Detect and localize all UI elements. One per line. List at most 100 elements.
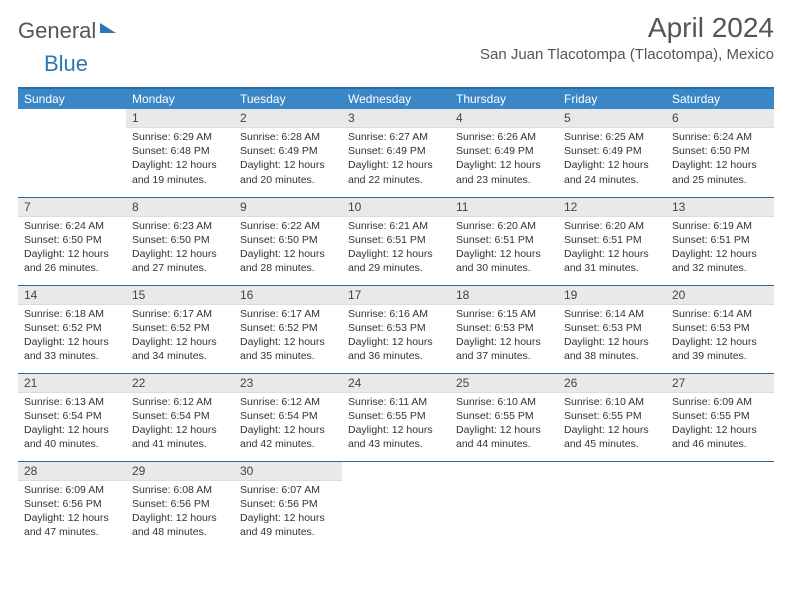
cell-daylight2: and 43 minutes. [348, 437, 444, 451]
calendar-cell: 11Sunrise: 6:20 AMSunset: 6:51 PMDayligh… [450, 197, 558, 285]
cell-daylight2: and 19 minutes. [132, 173, 228, 187]
cell-sunrise: Sunrise: 6:10 AM [564, 395, 660, 409]
calendar-cell: 16Sunrise: 6:17 AMSunset: 6:52 PMDayligh… [234, 285, 342, 373]
page-title: April 2024 [480, 12, 774, 44]
day-number: 20 [666, 286, 774, 305]
calendar-cell: 23Sunrise: 6:12 AMSunset: 6:54 PMDayligh… [234, 373, 342, 461]
cell-daylight2: and 34 minutes. [132, 349, 228, 363]
cell-sunset: Sunset: 6:54 PM [24, 409, 120, 423]
cell-daylight2: and 26 minutes. [24, 261, 120, 275]
day-number: 7 [18, 198, 126, 217]
cell-sunrise: Sunrise: 6:09 AM [672, 395, 768, 409]
cell-daylight2: and 42 minutes. [240, 437, 336, 451]
cell-daylight2: and 37 minutes. [456, 349, 552, 363]
day-number: 17 [342, 286, 450, 305]
calendar-cell [18, 109, 126, 197]
cell-sunset: Sunset: 6:52 PM [24, 321, 120, 335]
cell-daylight1: Daylight: 12 hours [456, 158, 552, 172]
cell-sunrise: Sunrise: 6:24 AM [672, 130, 768, 144]
cell-sunset: Sunset: 6:51 PM [564, 233, 660, 247]
cell-sunrise: Sunrise: 6:12 AM [240, 395, 336, 409]
day-number: 26 [558, 374, 666, 393]
calendar-cell: 20Sunrise: 6:14 AMSunset: 6:53 PMDayligh… [666, 285, 774, 373]
cell-sunset: Sunset: 6:55 PM [348, 409, 444, 423]
calendar-cell: 15Sunrise: 6:17 AMSunset: 6:52 PMDayligh… [126, 285, 234, 373]
calendar-cell: 21Sunrise: 6:13 AMSunset: 6:54 PMDayligh… [18, 373, 126, 461]
cell-daylight1: Daylight: 12 hours [240, 335, 336, 349]
logo: General [18, 12, 118, 44]
weekday-header-row: SundayMondayTuesdayWednesdayThursdayFrid… [18, 88, 774, 109]
cell-sunrise: Sunrise: 6:20 AM [456, 219, 552, 233]
cell-daylight2: and 38 minutes. [564, 349, 660, 363]
cell-daylight1: Daylight: 12 hours [564, 423, 660, 437]
calendar-table: SundayMondayTuesdayWednesdayThursdayFrid… [18, 87, 774, 549]
cell-sunrise: Sunrise: 6:13 AM [24, 395, 120, 409]
cell-daylight2: and 44 minutes. [456, 437, 552, 451]
day-number: 24 [342, 374, 450, 393]
day-number: 19 [558, 286, 666, 305]
calendar-cell: 17Sunrise: 6:16 AMSunset: 6:53 PMDayligh… [342, 285, 450, 373]
cell-sunrise: Sunrise: 6:07 AM [240, 483, 336, 497]
cell-sunrise: Sunrise: 6:27 AM [348, 130, 444, 144]
calendar-cell: 10Sunrise: 6:21 AMSunset: 6:51 PMDayligh… [342, 197, 450, 285]
cell-sunrise: Sunrise: 6:14 AM [672, 307, 768, 321]
calendar-cell: 14Sunrise: 6:18 AMSunset: 6:52 PMDayligh… [18, 285, 126, 373]
weekday-header: Saturday [666, 88, 774, 109]
cell-sunset: Sunset: 6:51 PM [456, 233, 552, 247]
cell-sunrise: Sunrise: 6:10 AM [456, 395, 552, 409]
cell-sunrise: Sunrise: 6:11 AM [348, 395, 444, 409]
cell-sunrise: Sunrise: 6:09 AM [24, 483, 120, 497]
cell-sunset: Sunset: 6:49 PM [240, 144, 336, 158]
cell-sunset: Sunset: 6:49 PM [564, 144, 660, 158]
cell-daylight2: and 35 minutes. [240, 349, 336, 363]
cell-sunset: Sunset: 6:50 PM [24, 233, 120, 247]
calendar-cell: 6Sunrise: 6:24 AMSunset: 6:50 PMDaylight… [666, 109, 774, 197]
day-number: 15 [126, 286, 234, 305]
cell-sunset: Sunset: 6:55 PM [456, 409, 552, 423]
cell-sunrise: Sunrise: 6:12 AM [132, 395, 228, 409]
weekday-header: Tuesday [234, 88, 342, 109]
cell-daylight2: and 45 minutes. [564, 437, 660, 451]
cell-daylight1: Daylight: 12 hours [672, 247, 768, 261]
day-number: 25 [450, 374, 558, 393]
day-number: 18 [450, 286, 558, 305]
calendar-cell: 4Sunrise: 6:26 AMSunset: 6:49 PMDaylight… [450, 109, 558, 197]
calendar-cell: 13Sunrise: 6:19 AMSunset: 6:51 PMDayligh… [666, 197, 774, 285]
cell-sunset: Sunset: 6:54 PM [132, 409, 228, 423]
cell-daylight2: and 48 minutes. [132, 525, 228, 539]
cell-daylight2: and 30 minutes. [456, 261, 552, 275]
cell-sunset: Sunset: 6:50 PM [132, 233, 228, 247]
calendar-cell: 19Sunrise: 6:14 AMSunset: 6:53 PMDayligh… [558, 285, 666, 373]
calendar-cell: 28Sunrise: 6:09 AMSunset: 6:56 PMDayligh… [18, 461, 126, 549]
calendar-cell: 9Sunrise: 6:22 AMSunset: 6:50 PMDaylight… [234, 197, 342, 285]
cell-daylight2: and 25 minutes. [672, 173, 768, 187]
cell-daylight1: Daylight: 12 hours [132, 158, 228, 172]
cell-daylight1: Daylight: 12 hours [564, 158, 660, 172]
location-subtitle: San Juan Tlacotompa (Tlacotompa), Mexico [480, 46, 774, 63]
logo-text-2: Blue [18, 51, 88, 76]
cell-sunset: Sunset: 6:53 PM [348, 321, 444, 335]
cell-sunset: Sunset: 6:49 PM [348, 144, 444, 158]
cell-sunrise: Sunrise: 6:23 AM [132, 219, 228, 233]
cell-daylight2: and 49 minutes. [240, 525, 336, 539]
cell-sunset: Sunset: 6:56 PM [240, 497, 336, 511]
cell-sunset: Sunset: 6:51 PM [348, 233, 444, 247]
cell-daylight1: Daylight: 12 hours [24, 335, 120, 349]
title-block: April 2024 San Juan Tlacotompa (Tlacotom… [480, 12, 774, 63]
cell-sunrise: Sunrise: 6:21 AM [348, 219, 444, 233]
cell-sunrise: Sunrise: 6:17 AM [132, 307, 228, 321]
day-number: 11 [450, 198, 558, 217]
day-number: 4 [450, 109, 558, 128]
calendar-cell: 22Sunrise: 6:12 AMSunset: 6:54 PMDayligh… [126, 373, 234, 461]
cell-sunset: Sunset: 6:55 PM [672, 409, 768, 423]
cell-daylight1: Daylight: 12 hours [132, 511, 228, 525]
cell-daylight2: and 27 minutes. [132, 261, 228, 275]
calendar-week-row: 21Sunrise: 6:13 AMSunset: 6:54 PMDayligh… [18, 373, 774, 461]
day-number: 9 [234, 198, 342, 217]
cell-sunrise: Sunrise: 6:18 AM [24, 307, 120, 321]
weekday-header: Sunday [18, 88, 126, 109]
cell-daylight1: Daylight: 12 hours [132, 335, 228, 349]
cell-sunset: Sunset: 6:53 PM [456, 321, 552, 335]
cell-sunset: Sunset: 6:53 PM [564, 321, 660, 335]
calendar-cell [342, 461, 450, 549]
